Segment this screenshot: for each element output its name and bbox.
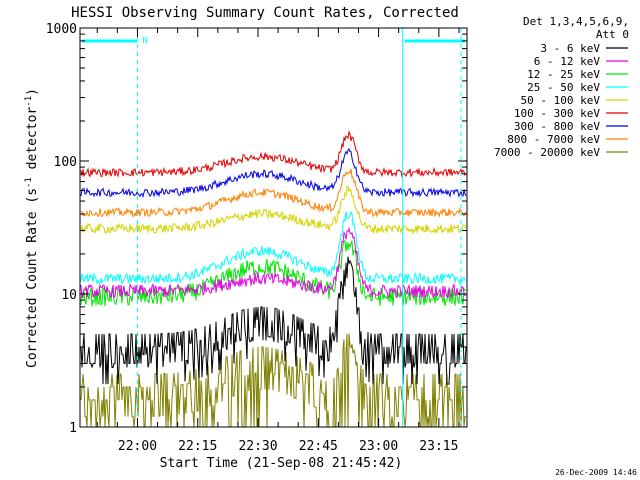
chart-title: HESSI Observing Summary Count Rates, Cor… — [71, 5, 459, 21]
legend-label-7: 800 - 7000 keV — [507, 133, 600, 146]
legend-label-0: 3 - 6 keV — [540, 42, 600, 55]
series-layer — [80, 130, 467, 428]
y-tick-label-3: 1000 — [46, 22, 77, 37]
legend-label-6: 300 - 800 keV — [514, 120, 600, 133]
legend-label-2: 12 - 25 keV — [527, 68, 600, 81]
series-line-5 — [80, 130, 467, 179]
flag-layer: N — [82, 28, 465, 427]
legend-header-line-1: Det 1,3,4,5,6,9, — [523, 15, 629, 28]
legend-label-8: 7000 - 20000 keV — [494, 146, 600, 159]
plot-frame — [79, 27, 468, 428]
series-line-8 — [80, 333, 466, 428]
series-line-1 — [80, 226, 467, 300]
x-tick-label-2: 22:30 — [238, 439, 277, 454]
legend-label-3: 25 - 50 keV — [527, 81, 600, 94]
y-axis-label: Corrected Count Rate (s-1 detector-1) — [24, 88, 40, 368]
series-line-6 — [80, 147, 467, 199]
x-tick-label-4: 23:00 — [359, 439, 398, 454]
series-line-3 — [80, 210, 467, 287]
series-line-4 — [80, 185, 467, 235]
x-tick-label-0: 22:00 — [118, 439, 157, 454]
x-tick-label-3: 22:45 — [299, 439, 338, 454]
legend-label-1: 6 - 12 keV — [534, 55, 601, 68]
footer-timestamp: 26-Dec-2009 14:46 — [555, 468, 637, 477]
x-tick-label-5: 23:15 — [419, 439, 458, 454]
y-tick-label-0: 1 — [69, 421, 77, 436]
y-tick-label-1: 10 — [61, 288, 77, 303]
legend-label-5: 100 - 300 keV — [514, 107, 600, 120]
series-line-0 — [80, 256, 467, 385]
x-axis-label: Start Time (21-Sep-08 21:45:42) — [160, 456, 403, 471]
series-line-7 — [81, 168, 467, 219]
flag-label-0: N — [142, 36, 147, 46]
y-tick-label-2: 100 — [54, 155, 77, 170]
axes-layer: 1 10 100 1000 22:00 22:15 22:30 22:45 23:00 23:15 — [46, 22, 467, 454]
legend-header-line-2: Att 0 — [596, 28, 629, 41]
x-tick-label-1: 22:15 — [178, 439, 217, 454]
legend-label-4: 50 - 100 keV — [521, 94, 601, 107]
